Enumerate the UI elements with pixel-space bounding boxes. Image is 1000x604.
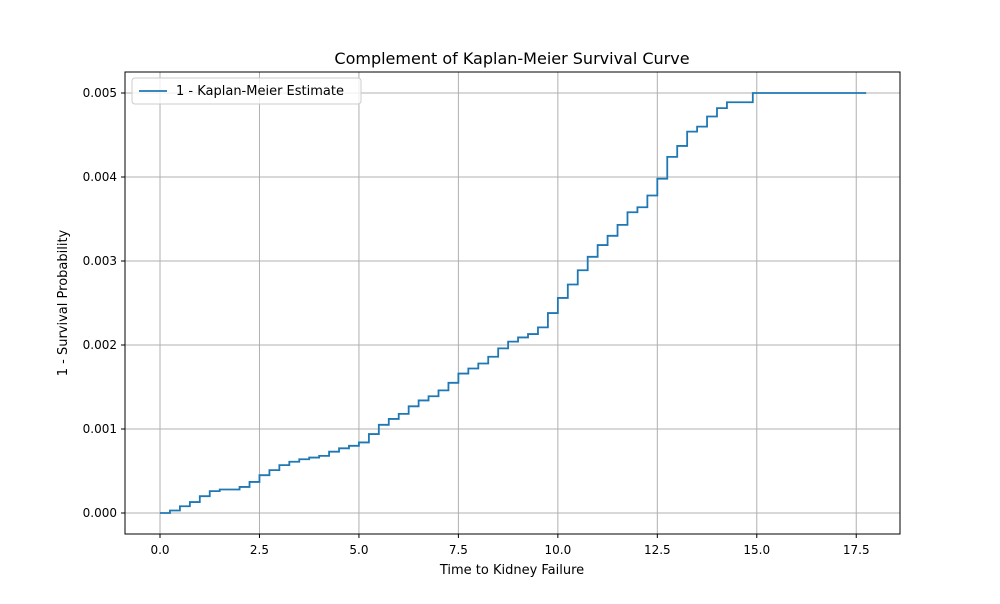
x-tick-label: 10.0	[544, 543, 571, 557]
tick-layer: 0.0 2.5 5.0 7.5 10.0 12.5 15.0 17.5 0.000 0.001 0.…	[83, 86, 870, 557]
y-tick-label: 0.001	[83, 422, 117, 436]
y-tick-label: 0.002	[83, 338, 117, 352]
x-tick-label: 17.5	[843, 543, 870, 557]
x-tick-label: 2.5	[250, 543, 269, 557]
y-tick-label: 0.003	[83, 254, 117, 268]
legend-box	[131, 77, 362, 105]
x-tick-label: 5.0	[349, 543, 368, 557]
legend-entry-label: 1 - Kaplan-Meier Estimate	[176, 84, 344, 99]
x-tick-label: 0.0	[150, 543, 169, 557]
series-layer	[160, 92, 867, 514]
x-tick-label: 12.5	[644, 543, 671, 557]
y-tick-label: 0.004	[83, 170, 117, 184]
y-tick-label: 0.000	[83, 506, 117, 520]
chart-title: Complement of Kaplan-Meier Survival Curv…	[334, 49, 689, 68]
x-tick-label: 15.0	[743, 543, 770, 557]
grid-layer	[125, 72, 900, 534]
legend: 1 - Kaplan-Meier Estimate	[131, 77, 362, 105]
series-line-0	[160, 92, 867, 514]
plot-area-frame	[124, 71, 901, 535]
y-tick-label: 0.005	[83, 86, 117, 100]
x-tick-label: 7.5	[449, 543, 468, 557]
y-axis-label: 1 - Survival Probability	[56, 229, 71, 376]
x-axis-label: Time to Kidney Failure	[439, 563, 584, 578]
